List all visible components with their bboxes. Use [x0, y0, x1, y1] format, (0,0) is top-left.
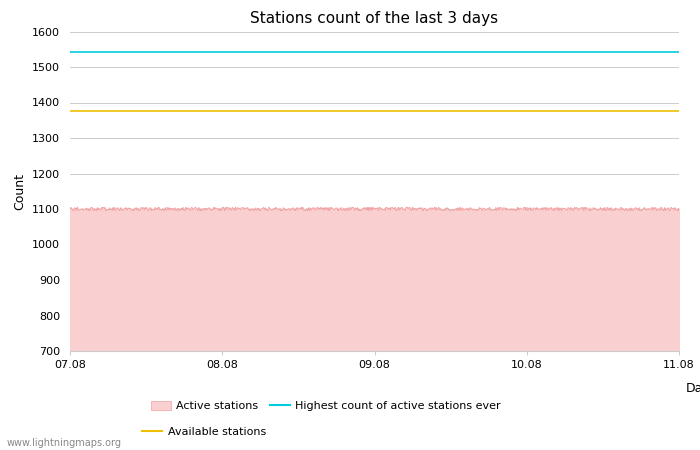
Title: Stations count of the last 3 days: Stations count of the last 3 days [251, 11, 498, 26]
Legend: Available stations: Available stations [138, 422, 270, 441]
Text: www.lightningmaps.org: www.lightningmaps.org [7, 437, 122, 447]
Y-axis label: Count: Count [13, 173, 27, 210]
Text: Day: Day [686, 382, 700, 395]
